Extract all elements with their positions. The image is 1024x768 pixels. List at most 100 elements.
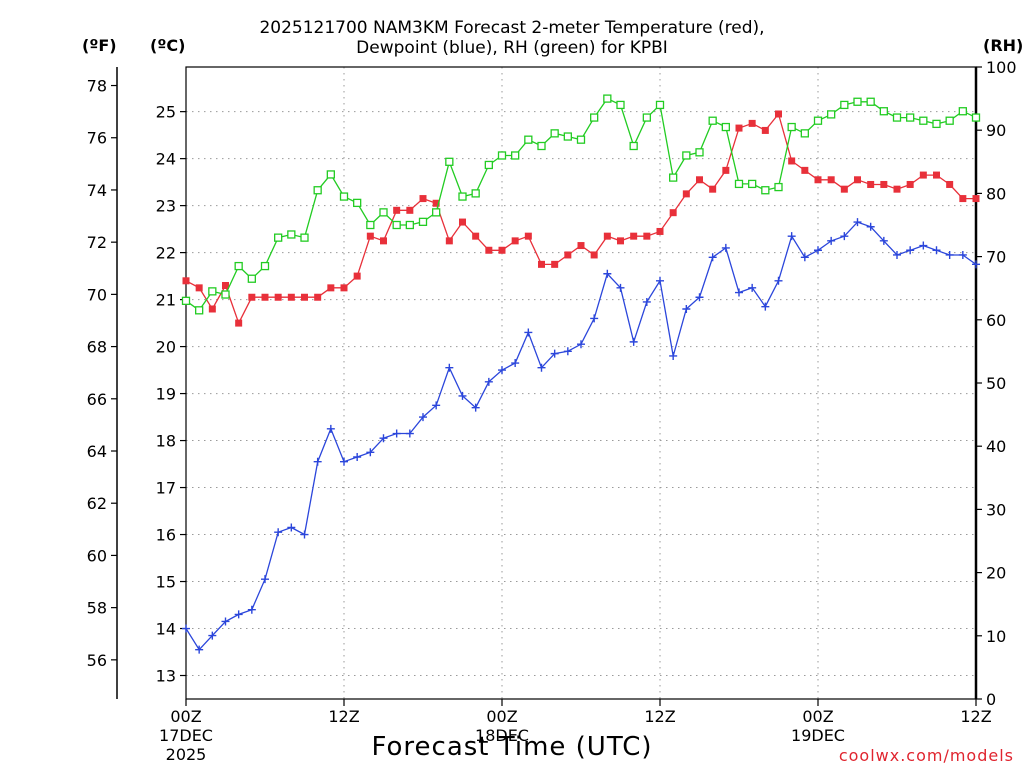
- dewpoint-point: [642, 297, 651, 306]
- rh-point: [748, 179, 757, 189]
- celsius-tick-label: 25: [156, 103, 176, 122]
- fahrenheit-tick-label: 70: [87, 285, 107, 304]
- temperature-point: [946, 180, 954, 188]
- rh-point: [445, 157, 454, 166]
- rh-point: [550, 129, 559, 138]
- rh-tick-label: 90: [986, 121, 1006, 140]
- temperature-point: [880, 180, 888, 188]
- temperature-point: [353, 272, 361, 280]
- fahrenheit-tick-label: 58: [87, 599, 107, 618]
- celsius-tick-label: 18: [156, 432, 176, 451]
- dewpoint-point: [405, 429, 414, 438]
- rh-point: [827, 110, 836, 119]
- fahrenheit-tick-label: 62: [87, 494, 107, 513]
- rh-point: [787, 122, 796, 132]
- temperature-point: [682, 190, 690, 198]
- temperature-point: [485, 246, 493, 254]
- rh-tick-label: 80: [986, 184, 1006, 203]
- rh-tick-label: 40: [986, 437, 1006, 456]
- dewpoint-point: [300, 530, 309, 539]
- rh-point: [260, 261, 270, 271]
- rh-point: [313, 186, 322, 195]
- fahrenheit-tick-label: 66: [87, 390, 107, 409]
- temperature-point: [472, 232, 480, 240]
- gridlines: [186, 67, 976, 699]
- dewpoint-point: [340, 457, 348, 466]
- dewpoint-point: [471, 403, 480, 412]
- temperature-point: [761, 126, 769, 134]
- temperature-point: [643, 232, 651, 240]
- rh-point: [208, 287, 217, 296]
- rh-point: [339, 192, 349, 201]
- chart-title-line-2: Dewpoint (blue), RH (green) for KPBI: [356, 38, 668, 58]
- rh-point: [287, 230, 296, 239]
- temperature-point: [327, 284, 335, 292]
- rh-point: [195, 306, 204, 315]
- rh-point: [721, 122, 730, 132]
- dewpoint-point: [787, 232, 796, 241]
- dewpoint-point: [484, 377, 493, 386]
- dewpoint-point: [840, 232, 849, 241]
- rh-point: [392, 220, 401, 230]
- temperature-point: [801, 166, 809, 174]
- fahrenheit-axis-unit: (ºF): [82, 36, 117, 55]
- rh-point: [906, 113, 915, 122]
- celsius-tick-label: 23: [156, 197, 176, 216]
- temperature-point: [406, 206, 414, 214]
- dewpoint-point: [511, 359, 520, 368]
- temperature-point: [340, 284, 348, 292]
- dewpoint-point: [195, 645, 204, 654]
- temperature-point: [393, 206, 401, 214]
- rh-point: [642, 113, 651, 122]
- rh-point: [945, 116, 954, 125]
- fahrenheit-tick-label: 56: [87, 651, 107, 670]
- temperature-point: [261, 293, 269, 301]
- rh-point: [274, 233, 283, 242]
- fahrenheit-axis: 56 58 60 62 64 66 68 70 72 74 76 78: [87, 77, 117, 670]
- celsius-axis-unit: (ºC): [150, 36, 186, 55]
- temperature-point: [380, 237, 387, 245]
- dewpoint-point: [774, 276, 783, 285]
- rh-point: [866, 97, 875, 106]
- dewpoint-point: [590, 314, 599, 323]
- dewpoint-point: [748, 283, 757, 292]
- x-tick-label: 12Z: [644, 707, 675, 726]
- temperature-point: [459, 218, 466, 226]
- dewpoint-point: [537, 363, 546, 372]
- rh-point: [234, 261, 243, 271]
- rh-axis-unit: (RH): [983, 36, 1024, 55]
- temperature-series: [182, 110, 980, 327]
- rh-point: [629, 141, 638, 151]
- dewpoint-point: [695, 293, 704, 302]
- dewpoint-point: [827, 236, 836, 245]
- temperature-point: [814, 176, 822, 184]
- celsius-tick-label: 21: [156, 291, 176, 310]
- dewpoint-point: [919, 241, 928, 250]
- temperature-point: [906, 180, 914, 188]
- celsius-tick-label: 14: [156, 620, 176, 639]
- temperature-point: [538, 260, 545, 268]
- fahrenheit-tick-label: 68: [87, 338, 107, 357]
- rh-tick-label: 0: [986, 690, 996, 709]
- dewpoint-point: [577, 340, 585, 349]
- dewpoint-point: [432, 401, 441, 410]
- celsius-tick-label: 16: [156, 526, 176, 545]
- temperature-point: [972, 195, 980, 203]
- rh-point: [800, 129, 809, 138]
- dewpoint-point: [445, 363, 454, 372]
- chart-title-line-1: 2025121700 NAM3KM Forecast 2-meter Tempe…: [259, 18, 765, 38]
- rh-tick-label: 30: [986, 500, 1006, 519]
- rh-point: [813, 116, 823, 125]
- rh-point: [221, 290, 230, 299]
- dewpoint-point: [958, 250, 967, 259]
- source-credit: coolwx.com/models: [838, 746, 1014, 765]
- celsius-axis: 13 14 15 16 17 18 19 20 21 22 23 24 25: [156, 103, 186, 686]
- dewpoint-point: [287, 523, 296, 532]
- rh-tick-label: 20: [986, 564, 1006, 583]
- dewpoint-point: [550, 349, 559, 358]
- temperature-point: [235, 319, 243, 327]
- rh-point: [879, 107, 888, 116]
- temperature-point: [419, 195, 427, 203]
- dewpoint-point: [972, 260, 980, 269]
